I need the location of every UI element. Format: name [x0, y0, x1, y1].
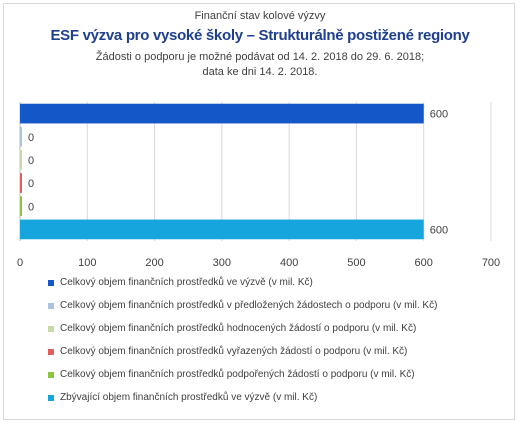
x-tick-label: 0	[17, 257, 23, 269]
bar-3	[20, 150, 22, 170]
bar-chart: 0 100 200 300 400 500 600 700 600 0 0 0 0 600	[17, 102, 500, 269]
bar-1	[20, 103, 424, 124]
data-label-6: 600	[430, 224, 448, 236]
data-label-1: 600	[430, 109, 448, 121]
legend-swatch	[48, 349, 54, 355]
data-label-2: 0	[28, 132, 34, 144]
bar-4	[20, 173, 22, 193]
bar-6	[20, 219, 424, 240]
legend-label: Celkový objem finančních prostředků podp…	[60, 369, 415, 380]
data-label-4: 0	[28, 178, 34, 190]
legend-label: Zbývající objem finančních prostředků ve…	[60, 392, 318, 403]
legend-label: Celkový objem finančních prostředků vyřa…	[60, 346, 408, 357]
x-tick-label: 100	[78, 257, 96, 269]
x-tick-label: 700	[482, 257, 500, 269]
x-tick-label: 300	[213, 257, 231, 269]
chart-supertitle: Finanční stav kolové výzvy	[194, 10, 326, 22]
data-label-5: 0	[28, 201, 34, 213]
legend-swatch	[48, 372, 54, 378]
legend-swatch	[48, 280, 54, 286]
chart-frame	[3, 3, 515, 420]
legend-swatch	[48, 303, 54, 309]
bar-2	[20, 126, 22, 147]
legend-label: Celkový objem finančních prostředků v př…	[60, 300, 438, 311]
legend-label: Celkový objem finančních prostředků ve v…	[60, 277, 313, 288]
x-tick-label: 200	[145, 257, 163, 269]
legend-swatch	[48, 326, 54, 332]
legend-label: Celkový objem finančních prostředků hodn…	[60, 323, 417, 334]
data-label-3: 0	[28, 155, 34, 167]
chart-title: ESF výzva pro vysoké školy – Strukturáln…	[50, 27, 470, 44]
x-tick-label: 400	[280, 257, 298, 269]
x-tick-label: 600	[415, 257, 433, 269]
chart-subtitle-line2: data ke dni 14. 2. 2018.	[202, 66, 318, 78]
bar-5	[20, 196, 22, 217]
chart-subtitle-line1: Žádosti o podporu je možné podávat od 14…	[95, 51, 425, 63]
legend-swatch	[48, 395, 54, 401]
x-tick-label: 500	[347, 257, 365, 269]
